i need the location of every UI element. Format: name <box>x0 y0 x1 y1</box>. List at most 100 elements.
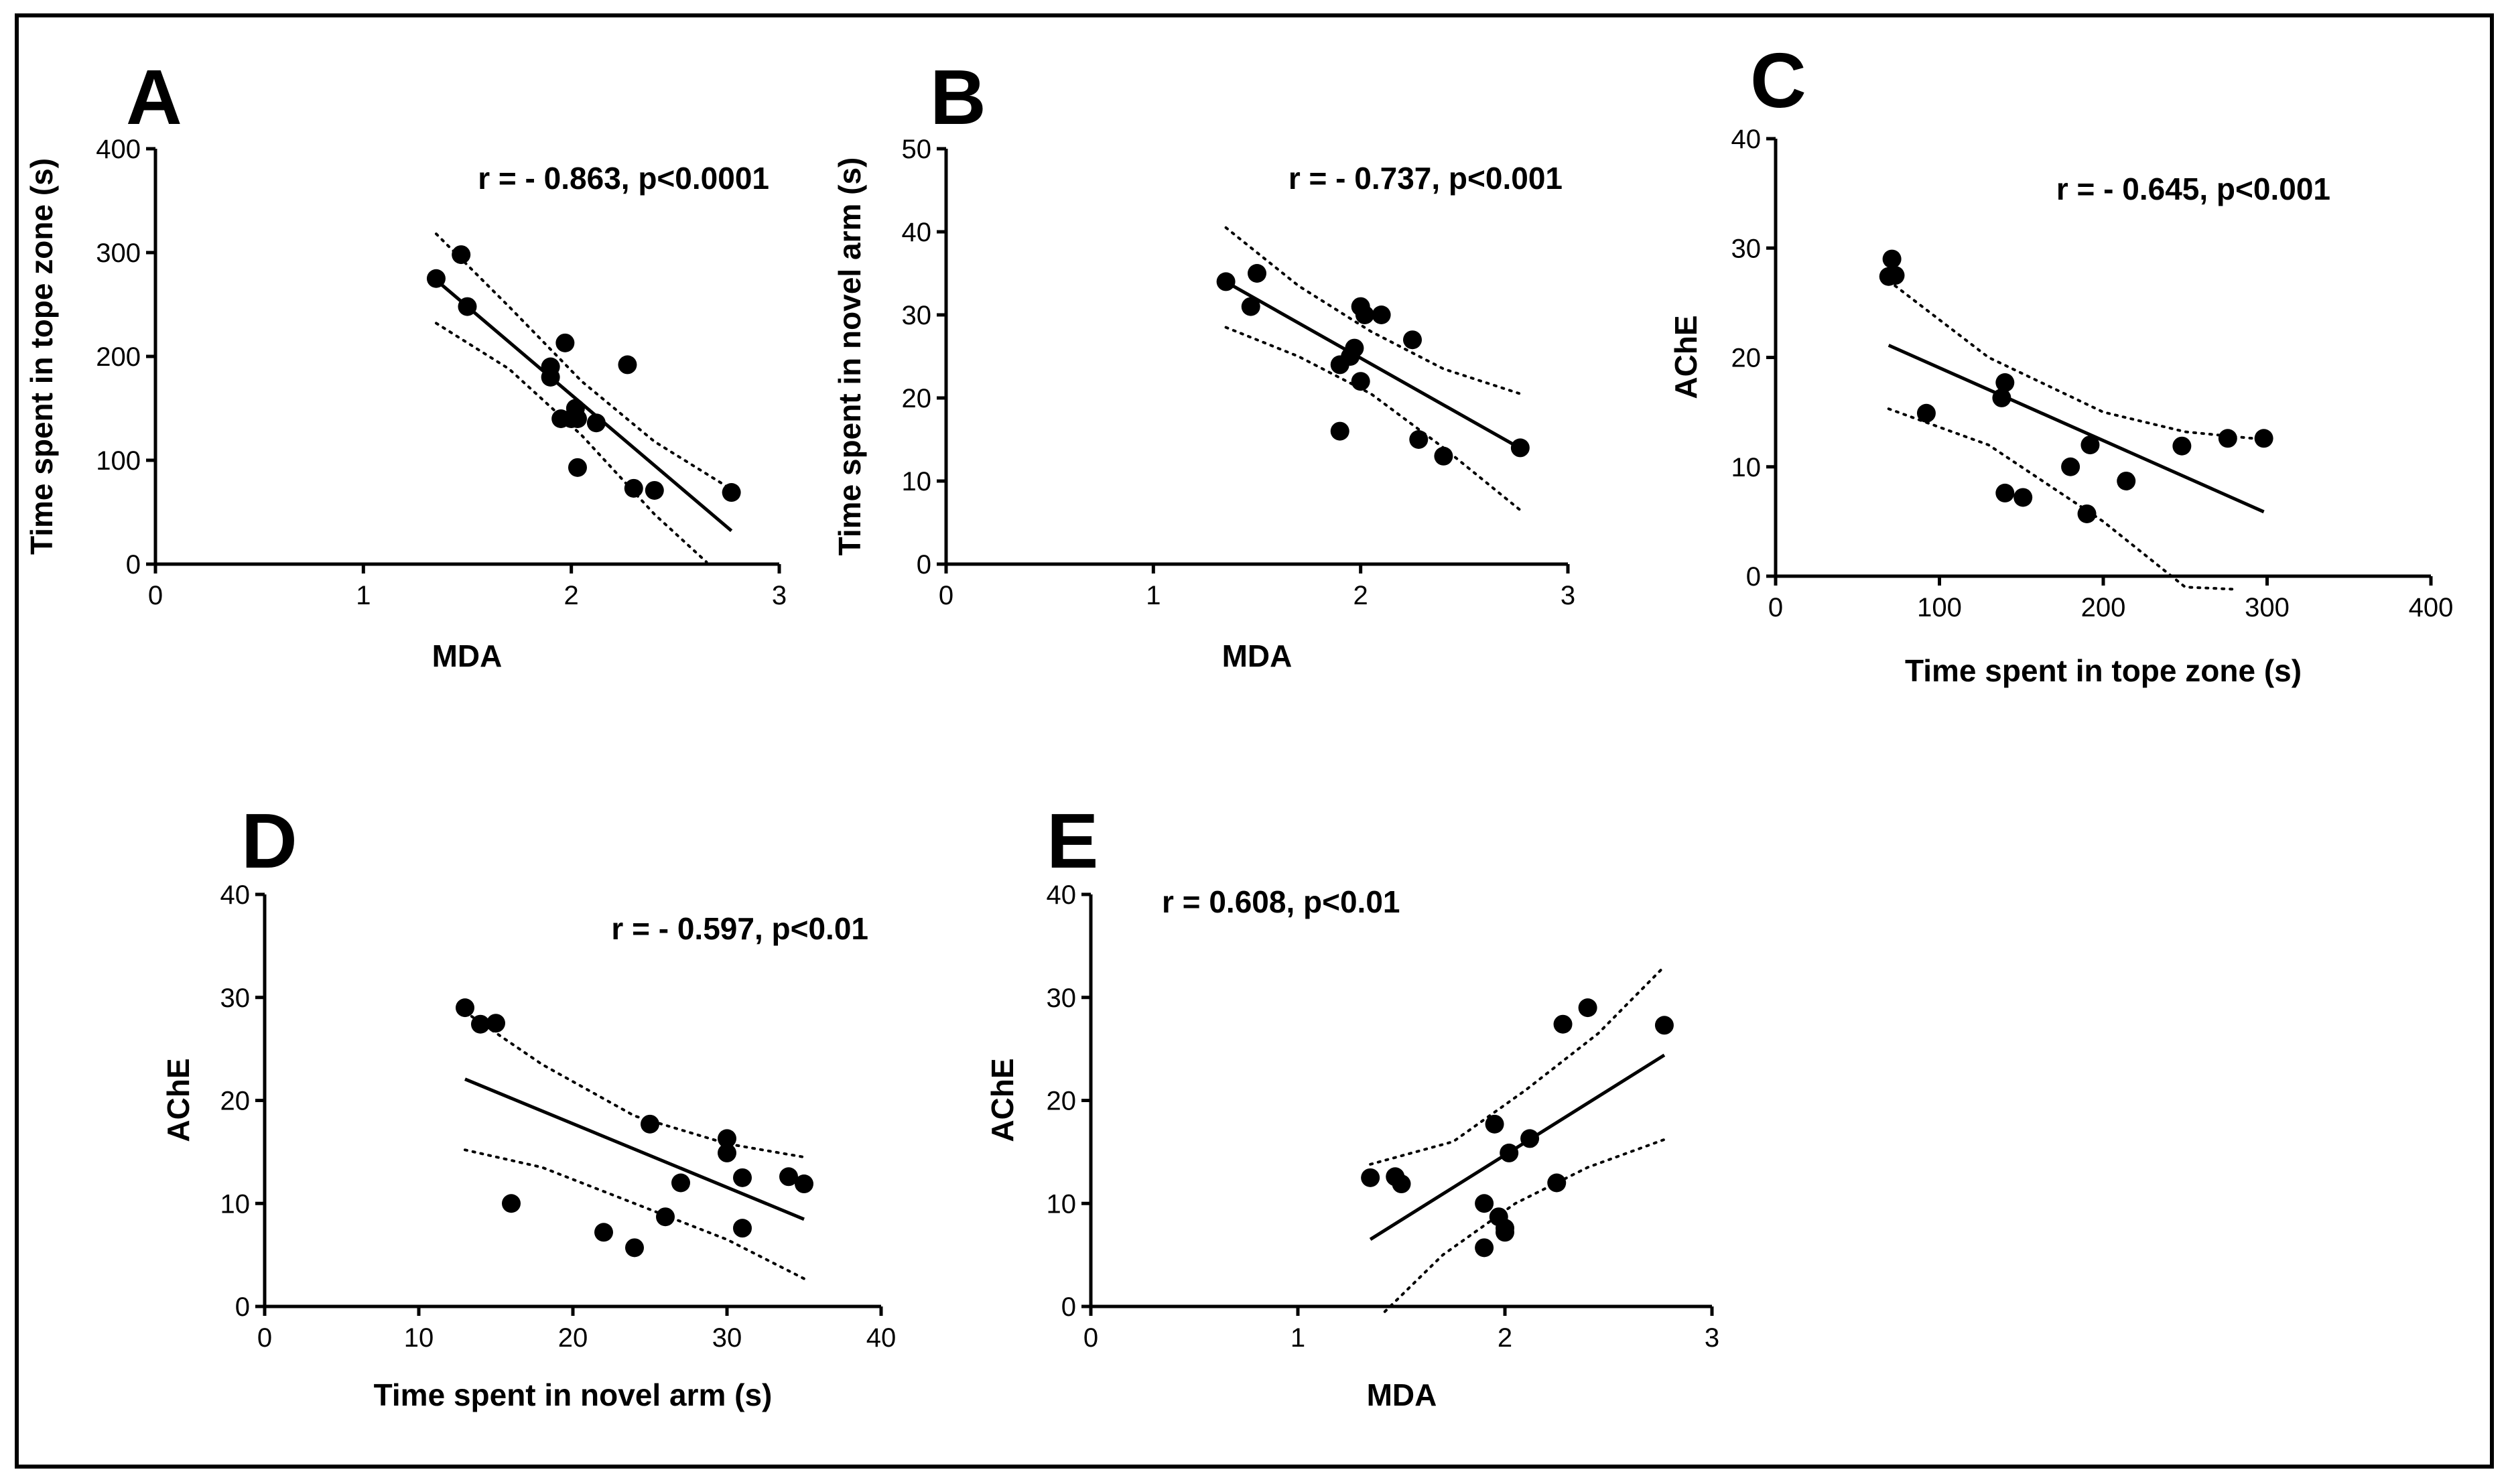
data-point <box>718 1143 736 1162</box>
data-point <box>718 1129 736 1148</box>
ci-upper-band <box>1887 279 2265 441</box>
data-point <box>645 480 664 500</box>
data-point <box>779 1167 798 1187</box>
ci-lower-band <box>1887 407 2237 591</box>
x-tick-label: 200 <box>2081 593 2126 622</box>
data-point <box>671 1173 690 1193</box>
data-point <box>2254 429 2273 448</box>
panel-letter: E <box>1047 797 1098 884</box>
panel-letter: D <box>241 797 298 884</box>
data-point <box>1553 1014 1573 1034</box>
y-tick-label: 40 <box>1047 880 1077 910</box>
y-tick-label: 0 <box>126 550 141 580</box>
data-point <box>568 409 587 428</box>
data-point <box>1248 264 1266 283</box>
x-axis-title: Time spent in novel arm (s) <box>374 1377 773 1412</box>
x-tick-label: 10 <box>404 1323 434 1353</box>
y-tick-label: 20 <box>902 384 932 413</box>
x-tick-label: 2 <box>1498 1323 1512 1353</box>
chart-panel-d: D 0 10 20 30 40 0 10 20 30 40 Time spent in novel a… <box>161 797 896 1412</box>
data-point <box>486 1014 505 1033</box>
data-point <box>1992 388 2011 407</box>
x-tick-label: 1 <box>1146 581 1161 610</box>
data-point <box>733 1219 752 1238</box>
y-tick-label: 40 <box>1731 125 1762 154</box>
data-point <box>1475 1238 1494 1258</box>
data-point <box>1330 421 1349 441</box>
x-tick-label: 40 <box>866 1323 897 1353</box>
panel-letter: A <box>126 54 182 141</box>
x-tick-label: 3 <box>1705 1323 1719 1353</box>
data-point <box>1409 430 1429 449</box>
ci-upper-band <box>1224 226 1522 395</box>
y-axis-title: AChE <box>985 1058 1020 1142</box>
data-point <box>452 245 471 265</box>
regression-line <box>1888 344 2265 514</box>
data-point <box>1995 373 2015 393</box>
y-tick-label: 40 <box>220 880 251 910</box>
y-tick-label: 10 <box>902 467 932 496</box>
data-point <box>1361 1168 1380 1187</box>
correlation-annotation: r = - 0.737, p<0.001 <box>1288 161 1563 196</box>
y-tick-label: 10 <box>1731 453 1762 482</box>
correlation-annotation: r = 0.608, p<0.01 <box>1162 884 1400 919</box>
y-tick-label: 40 <box>902 218 932 247</box>
y-axis-title: AChE <box>161 1058 196 1142</box>
x-axis-title: MDA <box>1222 638 1293 673</box>
x-tick-label: 0 <box>939 581 953 610</box>
data-point <box>1916 403 1936 423</box>
data-point <box>2013 488 2033 507</box>
data-point <box>1547 1173 1567 1193</box>
data-point <box>586 413 606 433</box>
ci-upper-band <box>1369 965 1666 1166</box>
x-tick-label: 20 <box>558 1323 588 1353</box>
data-point <box>1403 330 1422 350</box>
data-point <box>2172 436 2192 456</box>
data-point <box>1578 998 1597 1018</box>
y-tick-label: 0 <box>235 1292 250 1322</box>
x-tick-label: 400 <box>2409 593 2454 622</box>
x-tick-label: 0 <box>1768 593 1783 622</box>
data-point <box>1496 1223 1514 1242</box>
y-tick-label: 20 <box>220 1087 251 1116</box>
data-point <box>2218 429 2237 448</box>
data-point <box>1995 483 2015 502</box>
regression-line <box>1369 1053 1666 1241</box>
y-tick-label: 20 <box>1731 344 1762 373</box>
regression-line <box>464 1077 805 1221</box>
data-point <box>568 458 587 477</box>
data-point <box>471 1014 490 1034</box>
ci-lower-band <box>1383 1138 1666 1313</box>
y-axis-title: AChE <box>1668 315 1703 399</box>
data-point <box>1351 372 1370 391</box>
data-point <box>1500 1143 1519 1162</box>
correlation-annotation: r = - 0.645, p<0.001 <box>2056 172 2330 206</box>
y-tick-label: 0 <box>1061 1292 1076 1322</box>
data-point <box>1520 1129 1540 1148</box>
x-tick-label: 0 <box>1083 1323 1098 1353</box>
chart-panel-b: B 0 10 20 30 40 50 0 1 2 3 MDA Time spent in novel a… <box>832 54 1575 673</box>
y-tick-label: 100 <box>96 446 141 476</box>
y-tick-label: 50 <box>902 135 932 164</box>
data-point <box>502 1194 521 1213</box>
y-tick-label: 10 <box>220 1189 251 1219</box>
x-tick-label: 0 <box>257 1323 272 1353</box>
data-point <box>458 297 477 316</box>
y-tick-label: 10 <box>1047 1189 1077 1219</box>
data-point <box>625 1238 644 1258</box>
y-tick-label: 200 <box>96 342 141 372</box>
data-point <box>2077 504 2097 523</box>
data-point <box>2061 457 2080 476</box>
data-point <box>2080 435 2100 455</box>
data-point <box>1882 249 1902 269</box>
x-tick-label: 1 <box>1291 1323 1305 1353</box>
data-point <box>1241 297 1260 316</box>
data-point <box>1475 1194 1494 1213</box>
y-tick-label: 20 <box>1047 1087 1077 1116</box>
data-point <box>1392 1174 1411 1194</box>
ci-upper-band <box>435 232 733 491</box>
data-point <box>1372 306 1391 324</box>
data-point <box>555 333 575 352</box>
panel-letter: B <box>930 54 986 141</box>
